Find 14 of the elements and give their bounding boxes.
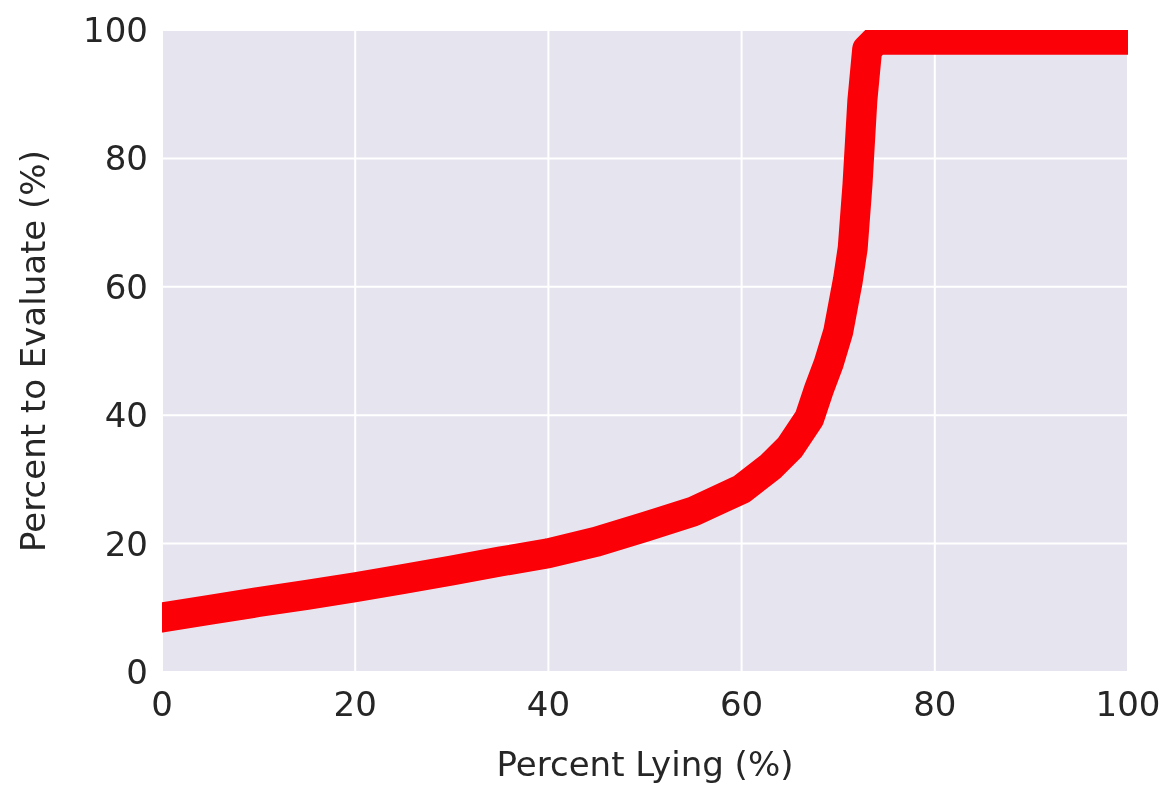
x-tick-label: 100 — [1095, 684, 1161, 724]
y-axis-title: Percent to Evaluate (%) — [13, 150, 53, 552]
y-tick-label: 80 — [104, 138, 148, 179]
y-tick-label: 0 — [126, 651, 148, 692]
y-tick-label: 20 — [104, 523, 148, 564]
y-tick-label: 60 — [104, 266, 148, 307]
x-tick-label: 80 — [913, 684, 957, 724]
x-tick-label: 0 — [151, 684, 173, 724]
x-tick-label: 60 — [719, 684, 764, 724]
y-tick-label: 100 — [83, 9, 148, 50]
x-axis-title: Percent Lying (%) — [496, 744, 794, 784]
x-tick-label: 40 — [526, 684, 571, 724]
x-tick-label: 20 — [333, 684, 377, 724]
y-tick-label: 40 — [104, 395, 148, 436]
